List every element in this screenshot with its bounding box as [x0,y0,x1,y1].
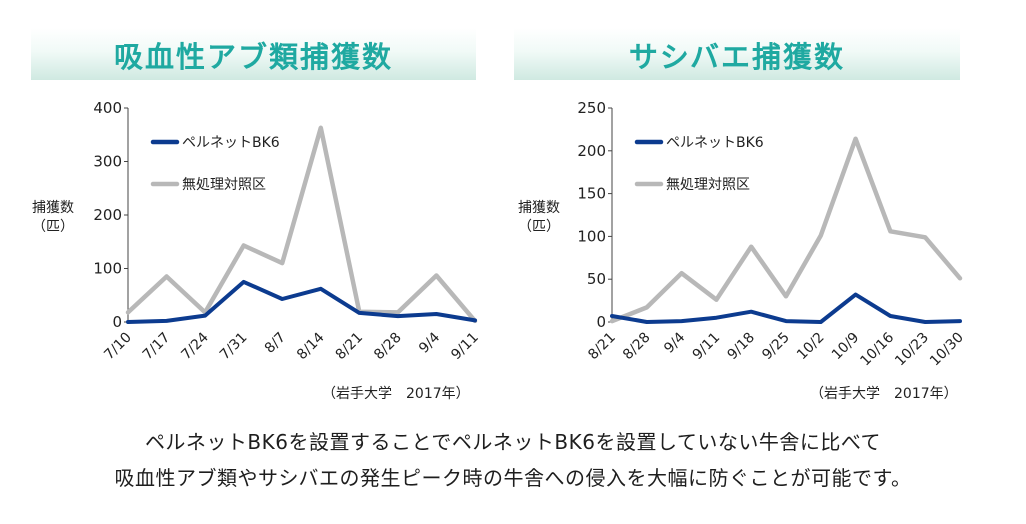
left-series-line-bk6 [126,279,477,324]
right-y-tick-label: 0 [596,313,606,331]
right-x-tick-label: 9/4 [661,329,688,356]
right-y-tick-label: 250 [577,99,606,117]
right-chart-title: サシバエ捕獲数 [628,40,846,74]
right-legend-label-bk6: ペルネットBK6 [666,135,764,151]
left-y-tick-label: 100 [93,260,122,278]
right-x-tick-label: 10/23 [892,330,932,370]
right-legend-label-control: 無処理対照区 [666,177,750,193]
right-x-tick-label: 10/2 [794,330,828,364]
left-series-line-control [125,125,478,324]
left-legend-label-control: 無処理対照区 [182,177,266,193]
right-x-tick-label: 8/21 [585,330,619,364]
left-y-tick-label: 0 [112,313,122,331]
left-chart-title: 吸血性アブ類捕獲数 [113,40,393,74]
right-chart-banner [514,28,960,80]
right-series-line-control [609,136,963,324]
right-y-axis-label-line1: 捕獲数 [518,200,560,216]
left-y-axis-label-line2: （匹） [32,219,74,235]
right-chart-credit: （岩手大学 2017年） [810,386,958,402]
right-x-tick-label: 9/11 [690,330,724,364]
right-x-tick-label: 9/25 [759,330,793,364]
left-y-axis-label-line1: 捕獲数 [32,200,74,216]
right-x-tick-label: 10/30 [927,330,967,370]
caption-line-2: 吸血性アブ類やサシバエの発生ピーク時の牛舎への侵入を大幅に防ぐことが可能です。 [114,466,912,490]
left-y-tick-label: 400 [93,99,122,117]
right-x-tick-label: 9/18 [724,330,758,364]
left-chart-credit: （岩手大学 2017年） [322,386,470,402]
right-y-tick-label: 200 [577,142,606,160]
right-y-axis-label-line2: （匹） [518,219,560,235]
left-y-tick-label: 300 [93,153,122,171]
left-legend-label-bk6: ペルネットBK6 [182,135,280,151]
right-y-tick-label: 150 [577,185,606,203]
left-y-tick-label: 200 [93,206,122,224]
right-y-tick-label: 100 [577,227,606,245]
right-series-line-bk6 [610,292,962,324]
right-x-tick-label: 10/16 [857,329,897,369]
right-x-tick-label: 8/28 [620,330,654,364]
left-chart-banner [31,28,476,80]
right-y-tick-label: 50 [587,270,606,288]
caption-line-1: ペルネットBK6を設置することでペルネットBK6を設置していない牛舎に比べて [144,430,882,454]
